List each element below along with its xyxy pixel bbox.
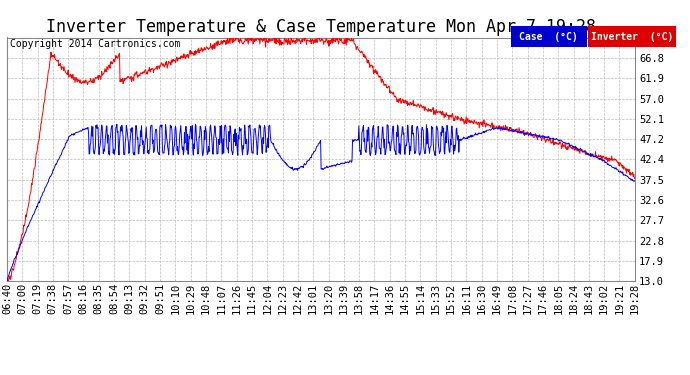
FancyBboxPatch shape [589,26,676,47]
Title: Inverter Temperature & Case Temperature Mon Apr 7 19:28: Inverter Temperature & Case Temperature … [46,18,596,36]
Text: Case  (°C): Case (°C) [520,32,578,42]
Text: Copyright 2014 Cartronics.com: Copyright 2014 Cartronics.com [10,39,181,50]
FancyBboxPatch shape [511,26,586,47]
Text: Inverter  (°C): Inverter (°C) [591,32,673,42]
